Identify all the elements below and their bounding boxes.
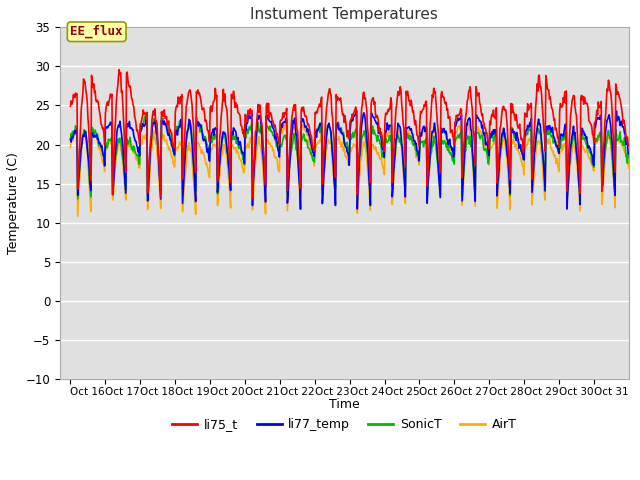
li77_temp: [262, 113, 270, 119]
AirT: [285, 178, 292, 184]
SonicT: [563, 199, 571, 205]
Text: EE_flux: EE_flux: [70, 25, 123, 38]
SonicT: [236, 142, 243, 148]
Legend: li75_t, li77_temp, SonicT, AirT: li75_t, li77_temp, SonicT, AirT: [168, 413, 522, 436]
SonicT: [284, 178, 292, 183]
li75_t: [248, 195, 256, 201]
SonicT: [625, 154, 633, 159]
AirT: [263, 137, 271, 143]
li75_t: [440, 94, 448, 100]
Line: SonicT: SonicT: [70, 117, 629, 202]
AirT: [409, 139, 417, 144]
li77_temp: [297, 206, 305, 212]
SonicT: [132, 151, 140, 156]
li75_t: [625, 143, 633, 149]
SonicT: [440, 141, 447, 147]
li77_temp: [284, 200, 291, 206]
Y-axis label: Temperature (C): Temperature (C): [7, 152, 20, 254]
Line: li77_temp: li77_temp: [70, 111, 629, 209]
AirT: [133, 157, 141, 163]
X-axis label: Time: Time: [329, 398, 360, 411]
AirT: [440, 128, 448, 133]
li77_temp: [235, 142, 243, 148]
Line: li75_t: li75_t: [70, 70, 629, 198]
li75_t: [236, 111, 243, 117]
li75_t: [409, 109, 417, 115]
AirT: [625, 165, 633, 171]
li75_t: [67, 103, 74, 109]
SonicT: [67, 136, 74, 142]
SonicT: [263, 123, 271, 129]
SonicT: [408, 138, 416, 144]
li77_temp: [409, 131, 417, 137]
li77_temp: [440, 126, 448, 132]
AirT: [236, 156, 243, 161]
AirT: [67, 144, 74, 150]
Line: AirT: AirT: [70, 123, 629, 216]
li77_temp: [625, 151, 633, 156]
li77_temp: [67, 136, 74, 142]
AirT: [282, 120, 290, 126]
li77_temp: [353, 108, 360, 114]
li77_temp: [132, 138, 140, 144]
li75_t: [264, 110, 271, 116]
li75_t: [133, 128, 141, 134]
SonicT: [141, 114, 148, 120]
li75_t: [285, 157, 292, 163]
li75_t: [115, 67, 123, 72]
AirT: [74, 213, 81, 219]
Title: Instument Temperatures: Instument Temperatures: [250, 7, 438, 22]
